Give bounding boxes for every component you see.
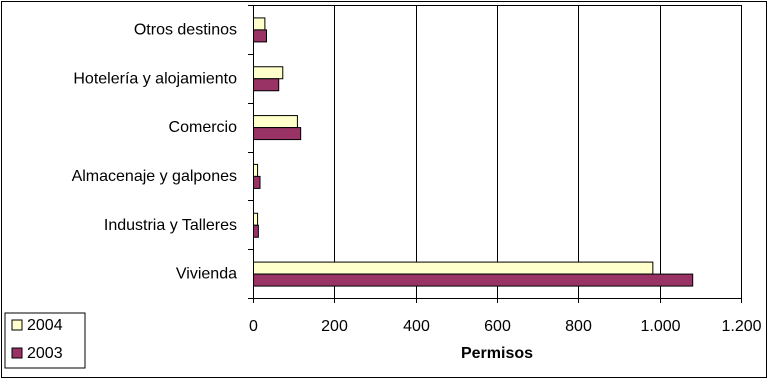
category-labels: Otros destinos Hotelería y alojamiento Com… <box>72 21 238 282</box>
legend-swatch-2003 <box>11 347 23 359</box>
bar-2003-comercio <box>253 127 302 141</box>
category-label-industria-y-talleres: Industria y Talleres <box>104 217 237 234</box>
bars <box>253 17 694 287</box>
bar-2004-vivienda <box>253 261 654 275</box>
category-label-vivienda: Vivienda <box>176 266 237 283</box>
bar-2004-otros-destinos <box>253 17 266 31</box>
legend: 2004 2003 <box>4 312 86 369</box>
x-tick-label-0: 0 <box>249 318 258 335</box>
x-tick-label-800: 800 <box>565 318 592 335</box>
bar-2003-industria-y-talleres <box>253 224 259 238</box>
bar-2004-industria-y-talleres <box>253 212 259 226</box>
x-tick-label-1200: 1.200 <box>721 318 761 335</box>
x-axis-title: Permisos <box>461 345 533 362</box>
x-tick-label-600: 600 <box>484 318 511 335</box>
legend-label-2003: 2003 <box>27 345 63 362</box>
bar-2003-almacenaje-y-galpones <box>253 175 261 189</box>
bar-2004-comercio <box>253 115 298 129</box>
category-label-hoteleria-y-alojamiento: Hotelería y alojamiento <box>73 70 237 87</box>
gridlines <box>253 5 742 298</box>
bar-2003-otros-destinos <box>253 29 268 43</box>
bar-2003-vivienda <box>253 273 694 287</box>
legend-swatch-2004 <box>11 319 23 331</box>
x-tick-label-1000: 1.000 <box>640 318 680 335</box>
bar-2004-hoteleria-y-alojamiento <box>253 66 284 80</box>
x-tick-label-400: 400 <box>403 318 430 335</box>
legend-label-2004: 2004 <box>27 317 63 334</box>
category-label-comercio: Comercio <box>169 119 238 136</box>
x-tick-label-200: 200 <box>321 318 348 335</box>
axes: 0 200 400 600 800 1.000 1.200 <box>248 5 762 335</box>
category-label-almacenaje-y-galpones: Almacenaje y galpones <box>72 168 237 185</box>
category-label-otros-destinos: Otros destinos <box>134 21 237 38</box>
bar-2003-hoteleria-y-alojamiento <box>253 78 280 92</box>
bar-2004-almacenaje-y-galpones <box>253 163 259 177</box>
